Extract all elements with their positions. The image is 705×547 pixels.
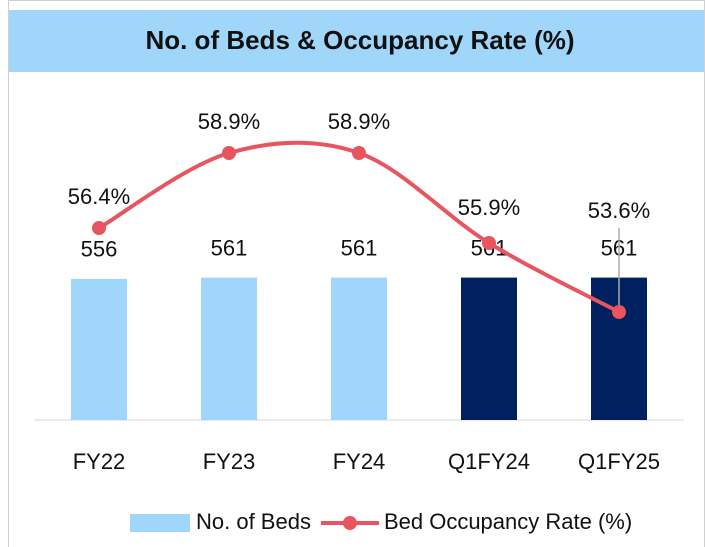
bar [331,277,387,420]
line-marker [222,146,236,160]
line-label: 58.9% [198,109,260,134]
legend-label: No. of Beds [196,509,311,534]
line-marker [92,221,106,235]
x-tick-label: Q1FY24 [448,449,530,474]
line-marker [352,146,366,160]
bar [201,277,257,420]
title-band [9,10,704,72]
line-label: 55.9% [458,195,520,220]
legend-swatch [342,516,357,530]
x-tick-label: FY23 [203,449,256,474]
line-label: 58.9% [328,109,390,134]
x-tick-label: Q1FY25 [578,449,660,474]
bar-label: 556 [81,237,118,262]
bar-label: 561 [341,235,378,260]
bar [71,278,127,420]
line-marker [482,236,496,250]
legend-label: Bed Occupancy Rate (%) [384,509,632,534]
bar [461,277,517,420]
line-label: 53.6% [588,198,650,223]
legend-swatch [130,514,190,532]
x-tick-label: FY22 [73,449,126,474]
x-tick-label: FY24 [333,449,386,474]
bar-label: 561 [211,235,248,260]
line-label: 56.4% [68,184,130,209]
chart-title: No. of Beds & Occupancy Rate (%) [145,25,574,55]
line-marker [612,305,626,319]
